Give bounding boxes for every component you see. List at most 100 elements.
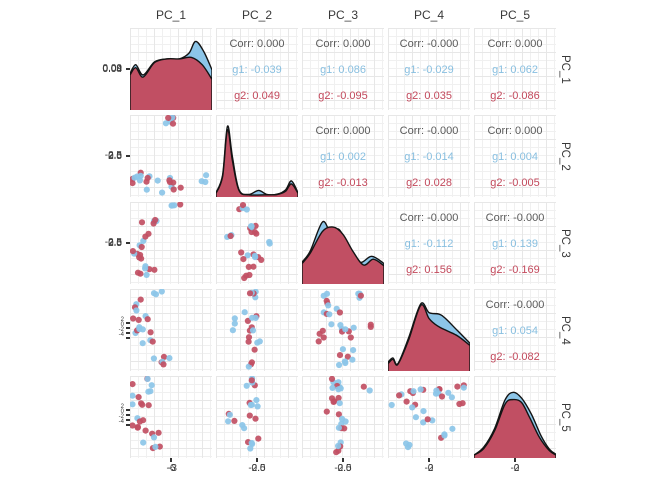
y-tick-label: 0.00 [102,63,122,74]
scatter-panel-r4c3 [302,289,384,371]
point-g2 [135,394,142,401]
point-g1 [460,384,467,391]
g2-value: g2: -0.013 [318,177,368,189]
point-g1 [253,397,260,404]
point-g1 [150,355,157,362]
point-g1 [139,326,146,333]
density-panel-PC_1 [130,28,212,110]
point-g2 [319,327,326,334]
y-axis-tick [126,419,130,421]
point-g1 [339,346,346,353]
point-g1 [243,382,250,389]
x-tick-label: 0 [513,463,520,474]
point-g1 [162,120,169,127]
point-g1 [248,223,255,230]
point-g1 [325,302,332,309]
y-tick-label: -4 [118,419,124,425]
point-g1 [350,347,357,354]
point-g1 [154,177,161,184]
point-g2 [130,315,137,322]
point-g2 [360,383,367,390]
point-g2 [240,256,247,263]
corr-cell-r1c4: Corr: -0.000 g1: -0.029 g2: 0.035 [388,28,470,110]
x-tick-label: -2.5 [248,463,266,474]
x-axis-label-col5: -2 0 [485,463,545,475]
x-axis-label-col3: -2.5 0.0 [313,463,373,475]
point-g1 [231,320,238,327]
point-g1 [336,361,343,369]
y-tick-label: 0 [120,409,124,415]
row-strip-PC_4: PC_4 [559,315,571,345]
point-g1 [130,401,136,408]
density-curve-g2 [474,398,556,458]
point-g2 [147,329,154,336]
corr-cell-r2c5: Corr: 0.000 g1: 0.004 g2: -0.005 [474,115,556,197]
point-g1 [252,314,259,321]
x-axis-tick [514,458,516,462]
y-axis-label-row3: -2.5 0.0 2.5 [88,237,124,251]
point-g1 [139,340,146,347]
y-axis-tick [126,337,130,339]
point-g2 [155,429,162,436]
x-axis-label-col4: -2 0 [399,463,459,475]
corr-cell-r1c2: Corr: 0.000 g1: -0.039 g2: 0.049 [216,28,298,110]
point-g2 [134,269,142,276]
point-g2 [165,115,172,122]
corr-value: Corr: -0.000 [485,212,545,224]
x-axis-label-col1: -6 -3 [141,463,201,475]
point-g1 [335,386,342,393]
g1-value: g1: -0.112 [404,238,454,250]
point-g2 [135,316,142,323]
y-tick-label: 0.08 [102,64,122,76]
point-g2 [137,296,144,303]
point-g1 [143,186,150,193]
point-g1 [144,376,151,382]
density-panel-PC_4 [388,289,470,371]
point-g2 [177,184,184,191]
corr-value: Corr: 0.000 [315,38,371,50]
corr-cell-r3c4: Corr: -0.000 g1: -0.112 g2: 0.156 [388,202,470,284]
point-g1 [159,189,166,196]
point-g2 [134,424,141,431]
point-g1 [388,401,395,409]
point-g2 [367,321,374,328]
density-curve-g2 [388,303,470,371]
point-g2 [227,232,234,240]
x-tick-label: -3 [168,463,177,474]
x-axis-tick [170,458,172,462]
y-tick-label: 0.0 [108,150,122,162]
y-axis-tick [126,242,130,244]
corr-cell-r2c4: Corr: -0.000 g1: -0.014 g2: 0.028 [388,115,470,197]
point-g1 [328,321,335,328]
point-g2 [252,415,259,422]
scatter-panel-r3c1 [130,202,212,284]
point-g1 [145,388,152,395]
point-g2 [250,263,257,270]
x-tick-label: 0 [427,463,434,474]
point-g1 [249,327,257,334]
point-g2 [438,393,446,400]
point-g2 [246,290,254,297]
point-g2 [144,174,151,182]
y-tick-label: -2.5 [104,237,122,248]
corr-value: Corr: -0.000 [399,125,459,137]
row-strip-PC_3: PC_3 [559,228,571,258]
point-g1 [433,387,440,394]
x-axis-label-col2: -2.5 0.0 [227,463,287,475]
point-g2 [336,352,344,359]
g2-value: g2: 0.049 [234,90,280,102]
x-axis-tick [256,458,258,462]
point-g2 [255,435,262,442]
point-g1 [412,414,419,421]
point-g1 [231,315,238,322]
point-g2 [335,447,342,454]
y-tick-label: 2 [120,317,124,323]
point-g1 [339,415,346,422]
point-g1 [342,326,349,333]
g1-value: g1: 0.004 [492,151,538,163]
point-g1 [335,424,342,431]
point-g2 [315,338,322,345]
point-g2 [323,408,330,415]
point-g1 [420,408,427,415]
scatter-panel-r2c1 [130,115,212,197]
